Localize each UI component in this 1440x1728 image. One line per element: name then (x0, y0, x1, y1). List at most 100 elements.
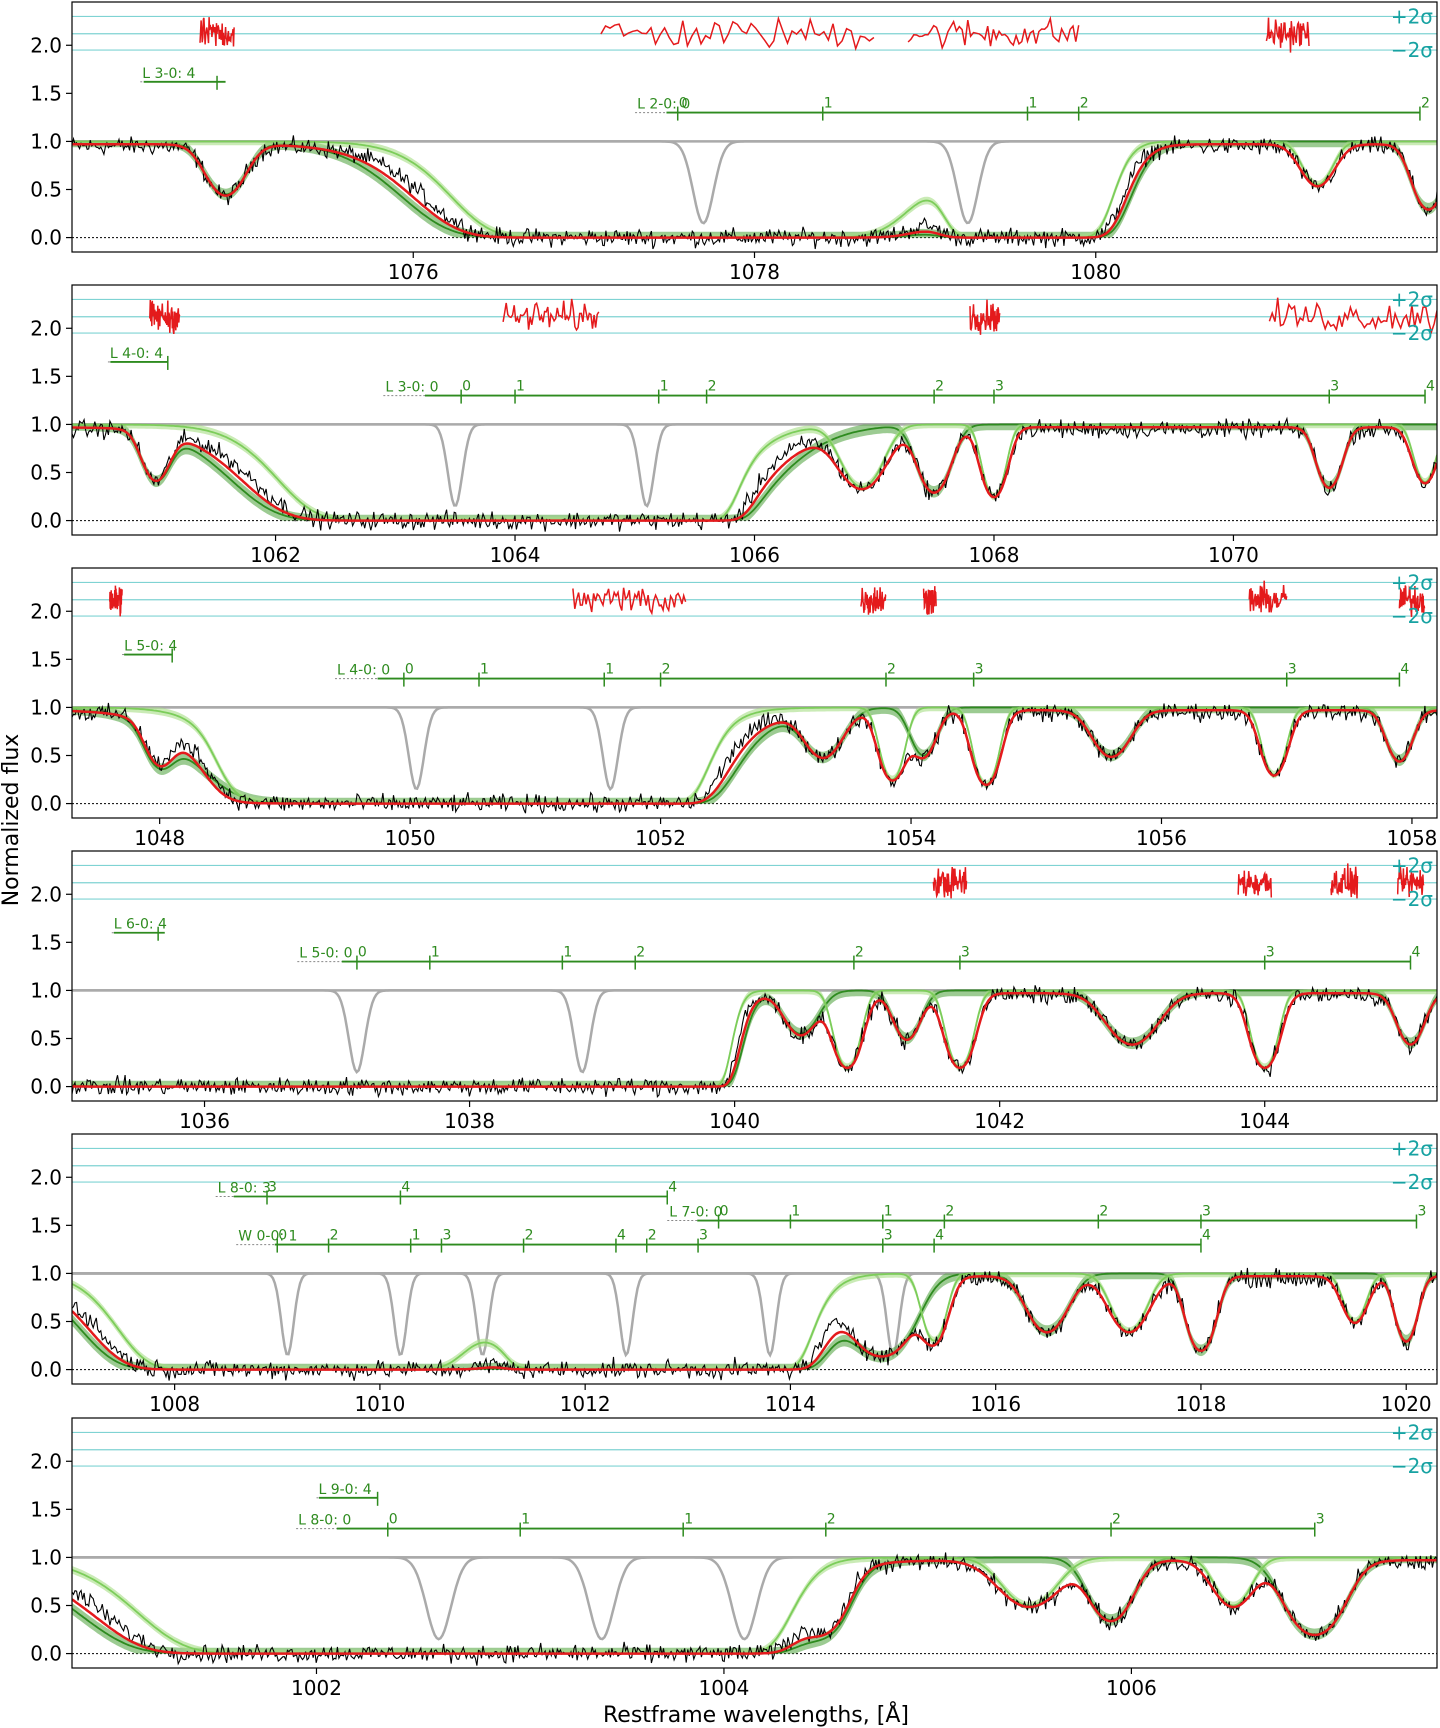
line-marker-label: 1 (824, 96, 833, 112)
plot-area: L 9-0: 4 L 8-0: 0 0 1 1 2 2 3 (72, 1431, 1437, 1666)
y-tick-label: 1.5 (30, 364, 62, 388)
component-profile (72, 140, 1437, 239)
line-marker-label: 1 (431, 945, 440, 961)
y-tick-label: 0.5 (30, 1027, 62, 1051)
other-absorber-profile (72, 1272, 1437, 1358)
line-marker-label: 2 (1080, 96, 1089, 112)
x-axis-title: Restframe wavelengths, [Å] (603, 1701, 909, 1728)
line-series-label: L 8-0: 0 (298, 1513, 351, 1529)
residuals (199, 17, 235, 47)
line-marker-label: 1 (1029, 96, 1038, 112)
line-marker-label: 4 (1426, 379, 1435, 395)
line-marker-label: 4 (1411, 945, 1420, 961)
line-marker-label: 1 (480, 662, 489, 678)
residuals (1268, 297, 1437, 335)
line-series-label: W 0-0: 1 (238, 1229, 297, 1245)
data-spectrum (72, 985, 1437, 1099)
x-tick-label: 1008 (149, 1392, 200, 1416)
sigma-plus-label: +2σ (1391, 570, 1433, 594)
line-marker-label: 3 (1266, 945, 1275, 961)
x-tick-label: 1016 (970, 1392, 1021, 1416)
y-tick-label: 1.5 (30, 1213, 62, 1237)
line-marker-label: 0 (679, 96, 688, 112)
y-tick-label: 2.0 (30, 882, 62, 906)
plot-area: L 3-0: 4 L 2-0: 00 1 1 2 2 (72, 15, 1437, 250)
line-marker-label: 2 (525, 1228, 534, 1244)
x-tick-label: 1012 (560, 1392, 611, 1416)
x-tick-label: 1052 (635, 826, 686, 850)
residuals (907, 15, 1080, 51)
line-marker-label: 3 (1316, 1512, 1325, 1528)
residuals (922, 586, 937, 615)
y-tick-label: 0.5 (30, 461, 62, 485)
residuals (1396, 863, 1425, 898)
chart-panel: L 3-0: 4 L 2-0: 00 1 1 2 2 +2σ −2σ 0.0 0.5 1.0 1.5 2… (30, 1, 1438, 284)
x-tick-label: 1056 (1136, 826, 1187, 850)
x-tick-label: 1006 (1106, 1676, 1157, 1700)
line-marker-label: 2 (855, 945, 864, 961)
chart-panel: L 4-0: 4 L 3-0: 0 0 1 1 2 2 3 3 4 +2σ −2σ 0.0 0.5 1.0 1… (30, 284, 1438, 567)
residuals (1248, 580, 1288, 613)
x-tick-label: 1038 (444, 1109, 495, 1133)
total-model (72, 1559, 1437, 1655)
y-tick-label: 1.0 (30, 1261, 62, 1285)
x-tick-label: 1076 (388, 260, 439, 284)
line-marker-label: 2 (636, 945, 645, 961)
x-tick-label: 1054 (886, 826, 937, 850)
line-marker-label: 3 (975, 662, 984, 678)
other-absorber-profile (72, 1272, 1437, 1358)
component-band (72, 424, 1437, 521)
residuals (1265, 17, 1310, 53)
residuals (1398, 585, 1426, 617)
line-marker-label: 0 (462, 379, 471, 395)
x-tick-label: 1018 (1175, 1392, 1226, 1416)
plot-area: L 4-0: 4 L 3-0: 0 0 1 1 2 2 3 3 4 (72, 297, 1437, 532)
component-profile (72, 140, 1437, 239)
other-absorber-profile (72, 1556, 1437, 1641)
line-marker-label: 3 (442, 1228, 451, 1244)
residuals (969, 299, 1001, 335)
line-marker-label: 3 (1417, 1204, 1426, 1220)
line-marker-label: 2 (1421, 96, 1430, 112)
sigma-minus-label: −2σ (1391, 1454, 1433, 1478)
other-absorber-profile (72, 140, 1437, 225)
line-marker-label: 0 (358, 945, 367, 961)
line-marker-label: 1 (605, 662, 614, 678)
x-tick-label: 1070 (1208, 543, 1259, 567)
sigma-plus-label: +2σ (1391, 1136, 1433, 1160)
x-tick-label: 1020 (1381, 1392, 1432, 1416)
sigma-plus-label: +2σ (1391, 853, 1433, 877)
line-series-label: L 4-0: 0 (337, 663, 390, 679)
line-marker-label: 1 (412, 1228, 421, 1244)
total-model (72, 426, 1437, 522)
other-absorber-profile (72, 1556, 1437, 1641)
chart-panel: L 5-0: 4 L 4-0: 0 0 1 1 2 2 3 3 4 +2σ −2σ 0.0 0.5 1.0 1… (30, 567, 1438, 850)
y-tick-label: 0.0 (30, 509, 62, 533)
component-band (72, 141, 1437, 238)
line-marker-label: 3 (1202, 1204, 1211, 1220)
panel-frame (71, 850, 1438, 1102)
x-tick-label: 1064 (490, 543, 541, 567)
y-tick-label: 1.5 (30, 647, 62, 671)
x-tick-label: 1014 (765, 1392, 816, 1416)
line-marker-label: 2 (662, 662, 671, 678)
line-marker-label: 1 (563, 945, 572, 961)
x-tick-label: 1044 (1239, 1109, 1290, 1133)
line-marker-label: 1 (684, 1512, 693, 1528)
x-tick-label: 1066 (729, 543, 780, 567)
x-tick-label: 1010 (354, 1392, 405, 1416)
line-marker-label: 3 (884, 1228, 893, 1244)
line-marker-label: 4 (1202, 1228, 1211, 1244)
residuals (600, 15, 875, 52)
other-absorber-profile (72, 140, 1437, 225)
total-model (72, 143, 1437, 239)
other-absorber-profile (72, 1272, 1437, 1358)
panel-frame (71, 284, 1438, 536)
y-tick-label: 2.0 (30, 316, 62, 340)
panels: L 3-0: 4L 2-0: 00 1 1 2 2+2σ−2σ0.00.51.01.52… (30, 1, 1438, 1700)
panel-frame (71, 1133, 1438, 1385)
y-axis-title: Normalized flux (0, 734, 24, 907)
total-model (72, 1275, 1437, 1371)
residuals (572, 587, 687, 616)
